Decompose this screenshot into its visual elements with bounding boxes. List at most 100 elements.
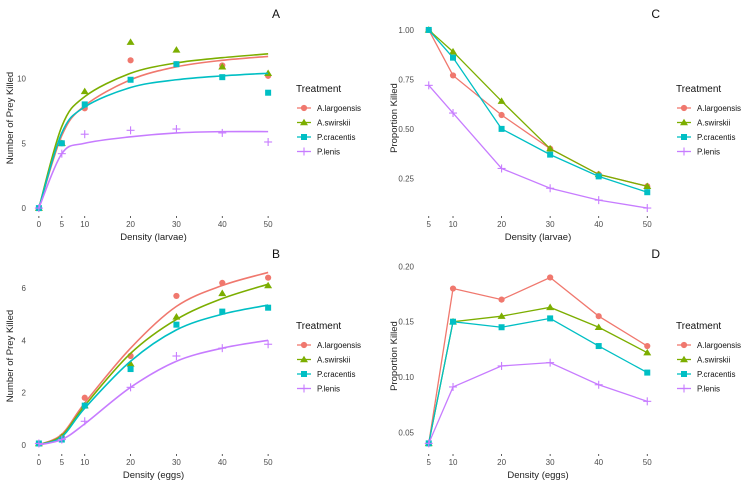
panel-B-point-P.lenis [172,352,181,360]
panel-B-point-P.lenis [80,417,89,426]
panel-A-point-P.cracentis [173,61,180,68]
panel-C-x-tick-label: 20 [497,220,506,229]
panel-C-series-A.largoensis [425,26,651,190]
panel-B-point-A.swirskii [126,360,135,367]
panel-A-point-A.swirskii [264,69,273,77]
panel-A-point-A.largoensis [127,57,134,64]
panel-B-x-tick-label: 50 [264,458,273,467]
panel-A-point-P.lenis [264,137,273,146]
panel-B-y-axis-title: Number of Prey Killed [5,310,16,402]
panel-A-y-axis-title: Number of Prey Killed [5,72,16,164]
panel-D-point-P.lenis [643,397,652,406]
panel-B-x-tick-label: 5 [60,458,65,467]
panel-C-legend-label: A.swirskii [697,119,731,128]
panel-C-point-A.swirskii [546,144,555,152]
panel-D-letter: D [651,247,660,261]
panel-B-legend-title: Treatment [296,321,341,332]
panel-C-line-A.largoensis [428,29,648,187]
panel-D: D 5 10 20 30 40 50 0.05 0.10 0.15 0.20 Density (egg… [389,247,741,481]
panel-D-point-A.largoensis [644,342,651,350]
panel-D-line-A.largoensis [428,276,648,444]
panel-A-legend-key-marker [300,147,308,156]
panel-A-point-P.lenis [172,125,181,134]
panel-C-y-tick-label: 0.25 [398,174,414,183]
panel-B-x-tick-label: 40 [218,458,227,467]
panel-B-legend-label: A.swirskii [317,356,351,365]
panel-B-point-A.largoensis [173,292,180,300]
panel-D-legend-label: P.lenis [697,385,720,394]
panel-A-y-tick-label: 5 [22,139,27,148]
panel-A-legend-item: P.lenis [297,147,340,157]
panel-A-point-P.lenis [34,204,43,213]
panel-A-legend-item: A.swirskii [297,119,351,128]
panel-D-line-P.lenis [428,361,648,444]
panel-D-y-axis-title: Proportion Killed [389,321,400,391]
panel-B-legend-item: P.cracentis [297,370,356,379]
panel-B-y-tick-label: 2 [22,389,27,398]
panel-D-y-tick-label: 0.10 [398,373,414,382]
panel-D-legend-label: A.largoensis [697,341,741,350]
panel-D-legend-label: A.swirskii [697,356,731,365]
panel-B-point-A.largoensis [265,274,272,281]
panel-D-x-tick-label: 20 [497,458,506,467]
panel-A-x-tick-label: 0 [37,220,42,229]
panel-C-x-tick-label: 40 [594,220,603,229]
panel-C-point-P.cracentis [425,26,432,33]
panel-C-legend-item: A.swirskii [677,119,731,128]
panel-D-x-tick-label: 40 [594,458,603,467]
panel-C-series-A.swirskii [424,26,652,190]
panel-B-legend-item: A.swirskii [297,356,351,365]
panel-D-legend-title: Treatment [676,321,721,332]
panel-A-x-tick-label: 20 [126,220,135,229]
panel-C-x-tick-label: 30 [546,220,555,229]
panel-B-fit-line-A.swirskii [38,283,269,446]
panel-D-x-tick-label: 50 [643,458,652,467]
panel-D-x-tick-label: 10 [449,458,458,467]
panel-B-point-P.lenis [34,439,43,448]
panel-D-point-A.largoensis [547,274,554,281]
panel-C-point-A.swirskii [643,182,652,190]
panel-A-point-P.lenis [57,149,66,158]
panel-A-legend-label: P.cracentis [317,133,356,142]
panel-D-x-tick-label: 5 [427,458,432,467]
panel-B-point-P.lenis [57,435,66,444]
panel-C-point-P.cracentis [498,125,505,132]
panel-C-point-A.largoensis [498,111,505,119]
panel-B-legend-key-marker [300,384,308,393]
panel-D-legend-label: P.cracentis [697,370,736,379]
panel-C-point-P.lenis [424,81,433,90]
panel-C-series-P.cracentis [425,26,651,196]
panel-B: B 0 5 10 20 30 40 50 0 2 4 6 Density (eggs) Number of… [5,247,361,481]
panel-A-x-tick-label: 30 [172,220,181,229]
panel-A-fit-line-P.lenis [38,130,269,209]
panel-A-point-A.swirskii [218,62,227,70]
panel-D-legend-item: P.lenis [677,384,720,394]
panel-C-x-axis-title: Density (larvae) [505,232,572,243]
panel-B-fit-line-A.largoensis [38,271,269,446]
panel-B-x-axis-title: Density (eggs) [123,470,184,481]
panel-A-fit-line-A.swirskii [38,53,269,209]
panel-D-point-P.cracentis [595,343,602,350]
panel-B-legend-label: P.cracentis [317,370,356,379]
panel-C-legend: Treatment A.largoensis A.swirskii P.cracent… [676,84,741,157]
panel-C-point-P.lenis [497,164,506,173]
panel-A-x-tick-label: 5 [60,220,65,229]
panel-B-point-P.lenis [218,344,227,353]
panel-B-x-tick-label: 0 [37,458,42,467]
panel-D-point-P.lenis [424,439,433,448]
panel-A-legend-label: A.largoensis [317,104,361,113]
panel-B-point-A.swirskii [218,289,227,297]
panel-B-legend-item: A.largoensis [297,341,361,350]
panel-A-point-P.cracentis [81,101,88,108]
panel-B-point-P.cracentis [81,402,88,409]
panel-D-point-A.swirskii [643,348,652,356]
panel-B-series-A.swirskii [34,281,273,447]
panel-B-point-P.cracentis [127,366,134,373]
panel-C-series-P.lenis [424,81,652,213]
panel-C-legend-key-marker [681,134,687,140]
panel-C: C 5 10 20 30 40 50 0.25 0.50 0.75 1.00 Density (lar… [389,7,741,243]
panel-B-legend-key-marker [301,371,307,377]
panel-B-point-A.swirskii [172,313,181,320]
panel-D-line-A.swirskii [428,306,648,444]
